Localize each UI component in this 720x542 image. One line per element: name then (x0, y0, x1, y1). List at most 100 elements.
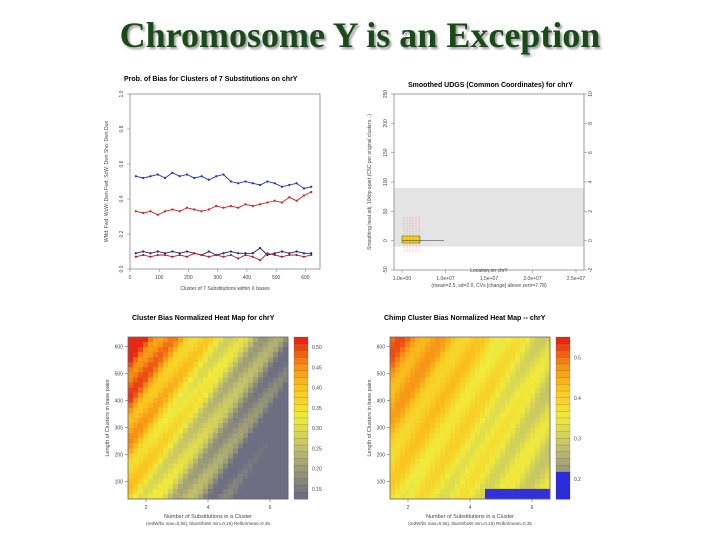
data-point (237, 257, 240, 260)
colorbar-tick-label: 0.20 (312, 467, 322, 473)
data-point (280, 201, 284, 204)
data-point (266, 201, 269, 204)
series-line (135, 191, 312, 216)
data-point (178, 210, 181, 213)
data-point (229, 250, 232, 253)
y-tick-label: 400 (377, 399, 386, 405)
bias-line-chart-panel: Prob. of Bias for Clusters of 7 Substitu… (100, 72, 350, 302)
heatmap-caption: (redW/bs max=0.55), blueS/bsW min=0.15) … (146, 521, 270, 526)
data-point (156, 213, 159, 216)
y2-tick-label: 2 (588, 210, 594, 213)
data-point (273, 252, 276, 255)
data-point (273, 253, 276, 257)
data-point (310, 252, 313, 255)
data-point (142, 211, 145, 215)
colorbar-cell (555, 458, 571, 466)
y-tick-label: 400 (115, 399, 124, 405)
colorbar-cell (293, 377, 309, 385)
colorbar-tick-label: 0.3 (574, 436, 581, 442)
colorbar-cell (293, 363, 309, 372)
data-point (266, 252, 269, 255)
data-point (288, 196, 291, 199)
data-point (310, 190, 313, 194)
colorbar-cell (555, 336, 571, 345)
data-point (288, 183, 291, 187)
colorbar-tick-label: 0.2 (574, 477, 581, 483)
x-tick-label: 1.0e+00 (393, 276, 411, 282)
data-point (200, 253, 203, 257)
y-tick-label: 50 (383, 208, 389, 214)
colorbar-tick-label: 0.25 (312, 446, 322, 452)
data-point (185, 206, 189, 209)
x-tick-label: 0 (129, 275, 132, 281)
data-point (258, 183, 262, 187)
data-point (185, 173, 189, 176)
data-point (222, 173, 225, 176)
shaded-band (394, 187, 584, 247)
chimp-heatmap-panel: Chimp Cluster Bias Normalized Heat Map -… (362, 312, 612, 537)
colorbar-cell (555, 492, 571, 500)
y-tick-label: 500 (377, 372, 386, 378)
data-point (288, 253, 291, 257)
human-heatmap: 100 200 300 400 500 600 2 4 6 Number of Substitut… (105, 336, 322, 526)
data-point (142, 253, 145, 257)
data-point (215, 253, 218, 257)
data-point (185, 250, 189, 253)
data-point (207, 178, 211, 181)
data-point (244, 203, 247, 206)
data-point (134, 255, 137, 258)
colorbar-tick-label: 0.45 (312, 365, 322, 371)
data-point (251, 255, 254, 258)
chimp-heatmap-title: Chimp Cluster Bias Normalized Heat Map -… (384, 315, 546, 322)
data-point (193, 208, 196, 211)
data-point (193, 252, 196, 255)
data-point (193, 176, 196, 180)
data-point (229, 253, 232, 257)
x-axis-label: Location on chrY (470, 268, 508, 274)
data-point (178, 253, 181, 257)
x-axis-label: Cluster of 7 Substitutions within X base… (180, 286, 270, 292)
data-point (310, 253, 313, 257)
data-point (273, 199, 276, 202)
data-point (134, 252, 137, 255)
colorbar-cell (293, 357, 309, 365)
data-point (229, 180, 232, 183)
colorbar-cell (555, 370, 571, 379)
colorbar-tick-label: 0.15 (312, 487, 322, 493)
heatmap-cells (128, 337, 289, 500)
colorbar-cell (293, 411, 309, 419)
colorbar-cell (555, 350, 571, 358)
colorbar-cell (555, 478, 571, 487)
data-point (222, 255, 225, 258)
heatmap-caption: (redW/bs max=0.55), blueS/bsW min=0.15) … (408, 521, 532, 526)
data-point (280, 255, 284, 258)
y-tick-label: 0.8 (119, 125, 125, 132)
y-axis-label: Length of Clusters in base pairs (105, 379, 111, 457)
data-point (156, 173, 159, 176)
y-axis-label: Length of Clusters in base pairs (367, 379, 373, 457)
data-point (295, 253, 298, 257)
colorbar-cell (293, 336, 309, 345)
human-heatmap-title: Cluster Bias Normalized Heat Map for chr… (132, 315, 275, 322)
plot-frame (129, 93, 321, 270)
data-point (244, 180, 247, 183)
udgs-chart: -50 0 50 100 150 200 250 -2 0 2 4 6 8 10 1.0e+00 1.0e+0… (367, 90, 594, 289)
x-tick-label: 500 (272, 275, 281, 281)
data-point (302, 255, 306, 258)
data-point (149, 175, 152, 178)
bias-line-chart: 0.0 0.2 0.4 0.6 0.8 1.0 0 100 200 300 400 500 600 Clu… (104, 90, 321, 292)
colorbar-tick-label: 0.35 (312, 406, 322, 412)
y2-tick-label: 10 (588, 91, 594, 97)
y-tick-label: 100 (383, 178, 389, 187)
data-point (237, 182, 240, 185)
udgs-chart-title: Smoothed UDGS (Common Coordinates) for c… (408, 82, 573, 89)
colorbar-cell (555, 363, 571, 372)
chimp-heatmap: 100 200 300 400 500 600 2 4 6 Number of Substitut… (367, 336, 581, 526)
data-point (229, 204, 232, 208)
colorbar-cell (555, 384, 571, 392)
data-point (222, 252, 225, 255)
data-point (142, 250, 145, 253)
y-tick-label: 300 (115, 426, 124, 432)
y-tick-label: 500 (115, 372, 124, 378)
data-point (251, 182, 254, 185)
